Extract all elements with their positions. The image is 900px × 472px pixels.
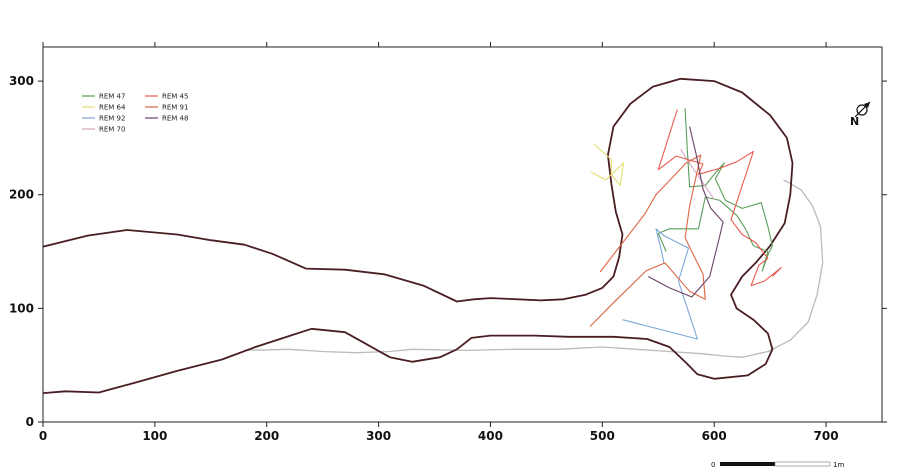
legend-label: REM 64 [99,104,126,112]
x-tick-label: 500 [590,429,615,443]
x-tick-label: 300 [366,429,391,443]
series-line-rem-91 [589,154,706,327]
scale-bar-dark-segment [720,462,775,466]
secondary-outline [244,179,824,358]
series-line-rem-47 [657,108,773,272]
series-line-rem-45 [657,109,782,287]
legend-label: REM 92 [99,115,125,123]
series-line-rem-92 [622,228,698,340]
legend-label: REM 70 [99,126,125,134]
legend-label: REM 91 [162,104,188,112]
y-tick-label: 300 [9,74,34,88]
north-arrow: N [850,101,871,128]
series-line-rem-48 [647,126,724,298]
x-tick-label: 100 [142,429,167,443]
legend-label: REM 47 [99,93,125,101]
legend: REM 47 REM 64 REM 92 REM 70 REM 45 REM 91 REM … [82,93,188,134]
x-tick-label: 400 [478,429,503,443]
series-line-rem-64 [590,143,625,187]
legend-label: REM 48 [162,115,188,123]
scale-start-label: 0 [711,461,715,469]
cave-outlines [43,77,824,395]
scale-end-label: 1m [833,461,844,469]
cave-outline [43,77,794,395]
north-label: N [850,115,859,128]
x-tick-label: 0 [39,429,47,443]
y-tick-label: 0 [26,415,34,429]
x-tick-label: 600 [702,429,727,443]
x-tick-label: 200 [254,429,279,443]
plot-frame [42,46,883,423]
x-tick-label: 700 [814,429,839,443]
scale-bar-light-segment [774,461,831,467]
y-tick-label: 100 [9,301,34,315]
y-tick-label: 200 [9,188,34,202]
north-arrow-icon [854,101,871,118]
plot-axes: 0 100 200 300 400 500 600 700 0 100 200 300 [9,42,887,443]
scale-bar: 0 1m [711,461,844,469]
series-line-rem-70 [680,149,715,200]
survey-lines [589,108,782,340]
legend-label: REM 45 [162,93,188,101]
